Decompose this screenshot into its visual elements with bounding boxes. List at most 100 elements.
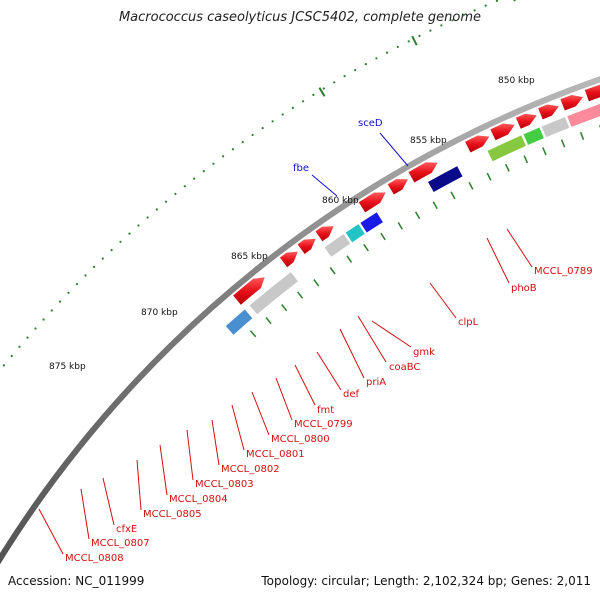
tick-dot bbox=[231, 148, 234, 151]
leader-line bbox=[379, 132, 409, 167]
leader-line bbox=[316, 351, 342, 391]
scale-tick bbox=[513, 0, 516, 2]
scale-label: 870 kbp bbox=[141, 308, 178, 318]
tick-dot bbox=[10, 354, 13, 358]
leader-line bbox=[211, 419, 220, 466]
leader-line bbox=[231, 404, 245, 451]
leader-line bbox=[311, 174, 338, 197]
forward-gene-arrow bbox=[465, 135, 490, 153]
scale-label: 855 kbp bbox=[410, 136, 447, 146]
inner-tick bbox=[486, 172, 492, 181]
leader-line bbox=[371, 320, 412, 348]
leader-line bbox=[357, 315, 387, 363]
tick-dot bbox=[174, 192, 177, 195]
tick-dot bbox=[18, 345, 21, 348]
tick-dot bbox=[155, 208, 158, 211]
scale-label: 850 kbp bbox=[498, 76, 535, 86]
gene-label: MCCL_0804 bbox=[169, 494, 228, 505]
tick-dot bbox=[429, 29, 432, 32]
tick-dot bbox=[59, 300, 62, 303]
backbone-arc bbox=[0, 76, 600, 565]
tick-dot bbox=[164, 200, 168, 203]
reverse-gene-box bbox=[345, 223, 366, 243]
inner-tick bbox=[432, 201, 438, 210]
tick-dot bbox=[26, 336, 29, 339]
tick-dot bbox=[312, 93, 315, 96]
reverse-gene-box bbox=[359, 211, 384, 234]
gene-label: MCCL_0799 bbox=[294, 419, 353, 430]
tick-dot bbox=[440, 24, 443, 27]
forward-gene-arrow bbox=[387, 179, 408, 195]
tick-dot bbox=[473, 9, 476, 12]
tick-dot bbox=[222, 155, 225, 158]
tick-dot bbox=[101, 257, 104, 260]
forward-gene-arrow bbox=[358, 192, 386, 213]
forward-gene-arrow bbox=[560, 95, 584, 111]
scale-label: 875 kbp bbox=[49, 362, 86, 372]
outer-gene-labels: sceD fbe bbox=[293, 118, 383, 174]
inner-tick bbox=[265, 317, 272, 325]
leader-line bbox=[429, 282, 457, 319]
tick-dot bbox=[322, 87, 325, 90]
forward-gene-arrow bbox=[584, 84, 600, 102]
inner-tick bbox=[560, 139, 566, 148]
tick-dot bbox=[418, 34, 421, 38]
scale-tick bbox=[318, 87, 326, 97]
inner-tick bbox=[249, 330, 257, 338]
tick-dot bbox=[75, 283, 79, 286]
tick-dot bbox=[146, 216, 149, 219]
gene-label: gmk bbox=[413, 347, 435, 358]
reverse-strand-genes bbox=[225, 103, 600, 336]
inner-tick-marks bbox=[249, 124, 600, 338]
leader-line bbox=[486, 237, 510, 284]
accession-text: Accession: NC_011999 bbox=[8, 574, 145, 588]
tick-dot bbox=[84, 274, 87, 277]
leader-line bbox=[80, 488, 90, 540]
tick-dot bbox=[386, 51, 389, 54]
leader-line bbox=[102, 477, 115, 526]
forward-gene-arrow bbox=[515, 113, 537, 129]
tick-dot bbox=[183, 185, 186, 188]
inner-tick bbox=[329, 267, 336, 275]
genome-summary-text: Topology: circular; Length: 2,102,324 bp… bbox=[261, 574, 591, 588]
gene-label-sceD: sceD bbox=[358, 118, 383, 129]
forward-gene-arrow bbox=[233, 277, 265, 305]
gene-label: cfxE bbox=[116, 524, 137, 535]
forward-gene-arrow bbox=[297, 238, 316, 254]
gene-label: MCCL_0800 bbox=[271, 434, 330, 445]
tick-dot bbox=[110, 249, 113, 252]
tick-dot bbox=[34, 327, 37, 330]
leader-line bbox=[38, 508, 64, 555]
gene-label: MCCL_0802 bbox=[221, 464, 280, 475]
tick-dot bbox=[128, 232, 131, 235]
tick-dot bbox=[407, 40, 410, 43]
reverse-gene-box bbox=[522, 126, 545, 146]
leader-line bbox=[294, 364, 316, 406]
reverse-gene-box bbox=[427, 165, 464, 193]
map-title: Macrococcus caseolyticus JCSC5402, compl… bbox=[118, 10, 482, 25]
inner-tick bbox=[542, 147, 547, 156]
tick-dot bbox=[375, 57, 378, 60]
tick-dot bbox=[343, 75, 346, 78]
tick-dot bbox=[137, 224, 140, 227]
inner-tick bbox=[414, 211, 421, 220]
inner-tick bbox=[397, 222, 403, 230]
gene-label: priA bbox=[366, 377, 386, 388]
leader-line bbox=[251, 391, 270, 436]
scale-tick bbox=[411, 35, 418, 46]
leader-line bbox=[506, 228, 533, 268]
inner-tick bbox=[363, 243, 369, 252]
forward-gene-arrow bbox=[408, 162, 438, 183]
tick-dot bbox=[193, 177, 196, 180]
inner-tick bbox=[346, 255, 353, 263]
backbone-ring bbox=[0, 76, 600, 565]
forward-strand-genes bbox=[233, 84, 600, 305]
inner-tick bbox=[579, 131, 585, 140]
leader-line bbox=[186, 429, 194, 481]
gene-label: clpL bbox=[458, 317, 479, 328]
gene-label: MCCL_0807 bbox=[91, 538, 150, 549]
forward-gene-arrow bbox=[279, 251, 298, 268]
outer-tick-dots bbox=[2, 0, 498, 367]
forward-gene-arrow bbox=[315, 226, 334, 242]
